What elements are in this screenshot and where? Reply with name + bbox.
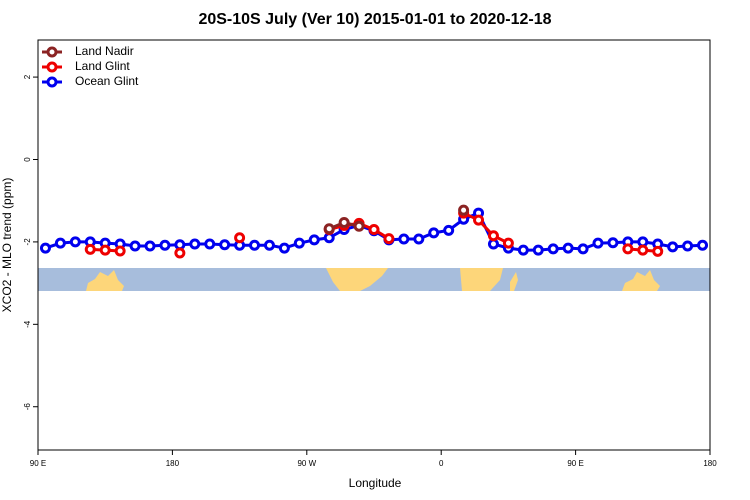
legend-marker <box>46 46 58 58</box>
data-point <box>293 237 305 249</box>
data-point <box>144 240 156 252</box>
data-point <box>592 237 604 249</box>
data-point <box>502 237 514 249</box>
y-axis-label: XCO2 - MLO trend (ppm) <box>0 178 14 313</box>
legend-label: Ocean Glint <box>75 74 139 88</box>
data-point <box>383 233 395 245</box>
data-point <box>398 233 410 245</box>
data-point <box>562 242 574 254</box>
data-point <box>517 244 529 256</box>
data-point <box>263 239 275 251</box>
data-point <box>607 237 619 249</box>
y-tick-label: -4 <box>23 320 32 328</box>
data-point <box>443 224 455 236</box>
data-point <box>532 244 544 256</box>
data-point <box>338 217 350 229</box>
data-point <box>234 232 246 244</box>
data-point <box>114 245 126 257</box>
data-point <box>189 238 201 250</box>
chart-title: 20S-10S July (Ver 10) 2015-01-01 to 2020… <box>198 11 551 28</box>
data-point <box>84 243 96 255</box>
data-point <box>368 224 380 236</box>
data-point <box>249 239 261 251</box>
data-point <box>159 239 171 251</box>
y-tick-label: -2 <box>23 238 32 246</box>
map-strip <box>38 268 710 291</box>
plot-frame <box>37 39 711 451</box>
x-tick-label: 0 <box>439 459 444 468</box>
data-point <box>413 233 425 245</box>
series-line <box>462 211 510 245</box>
data-point <box>428 227 440 239</box>
data-point <box>547 243 559 255</box>
legend-label: Land Nadir <box>75 44 134 58</box>
data-point <box>473 214 485 226</box>
data-point <box>278 242 290 254</box>
data-point <box>652 245 664 257</box>
x-tick-label: 90 E <box>30 459 46 468</box>
data-point <box>69 236 81 248</box>
legend-marker <box>46 76 58 88</box>
y-tick-label: -6 <box>23 403 32 411</box>
x-tick-label: 180 <box>703 459 717 468</box>
data-point <box>458 204 470 216</box>
data-point <box>39 242 51 254</box>
x-tick-label: 180 <box>166 459 180 468</box>
x-axis-label: Longitude <box>349 476 402 490</box>
legend-label: Land Glint <box>75 59 130 73</box>
x-tick-label: 90 E <box>567 459 583 468</box>
data-point <box>577 243 589 255</box>
data-point <box>682 240 694 252</box>
data-point <box>353 220 365 232</box>
data-point <box>637 244 649 256</box>
data-point <box>323 223 335 235</box>
data-point <box>219 239 231 251</box>
data-point <box>204 238 216 250</box>
y-tick-label: 0 <box>23 157 32 162</box>
data-point <box>129 240 141 252</box>
data-point <box>697 239 709 251</box>
data-point <box>308 234 320 246</box>
data-point <box>174 247 186 259</box>
y-tick-label: 2 <box>23 74 32 79</box>
data-point <box>487 230 499 242</box>
data-point <box>99 244 111 256</box>
legend-marker <box>46 61 58 73</box>
data-point <box>54 237 66 249</box>
data-point <box>667 241 679 253</box>
x-tick-label: 90 W <box>297 459 316 468</box>
data-point <box>622 243 634 255</box>
